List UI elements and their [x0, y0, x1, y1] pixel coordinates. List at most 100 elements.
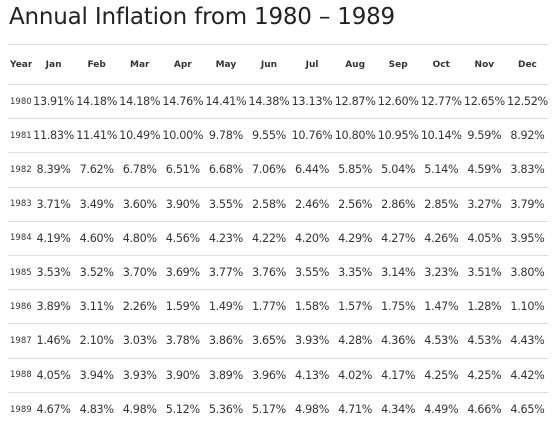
inflation-cell: 8.39%: [36, 163, 71, 177]
inflation-cell: 10.00%: [162, 129, 204, 143]
column-header-jan: Jan: [45, 59, 62, 70]
inflation-cell: 11.83%: [33, 129, 74, 143]
inflation-cell: 4.43%: [510, 334, 545, 348]
inflation-cell: 4.49%: [424, 403, 459, 417]
inflation-cell: 3.35%: [338, 266, 373, 280]
inflation-cell: 4.36%: [381, 334, 416, 348]
inflation-cell: 4.19%: [36, 231, 71, 245]
inflation-cell: 3.95%: [510, 231, 545, 245]
inflation-cell: 10.49%: [119, 129, 161, 143]
inflation-cell: 7.62%: [79, 163, 114, 177]
column-header-dec: Dec: [517, 59, 537, 70]
inflation-cell: 5.36%: [208, 403, 243, 417]
inflation-cell: 3.94%: [79, 368, 114, 382]
inflation-cell: 2.58%: [251, 197, 286, 211]
inflation-cell: 4.29%: [338, 231, 373, 245]
inflation-cell: 3.80%: [510, 266, 545, 280]
inflation-cell: 14.38%: [248, 95, 290, 109]
inflation-cell: 3.83%: [510, 163, 545, 177]
inflation-cell: 4.23%: [208, 231, 243, 245]
table-row: 1984 4.19% 4.60% 4.80% 4.56% 4.23% 4.22% 4.20% 4…: [8, 221, 549, 255]
column-header-apr: Apr: [173, 59, 192, 70]
inflation-cell: 3.93%: [122, 368, 157, 382]
inflation-cell: 3.52%: [79, 266, 114, 280]
inflation-cell: 3.77%: [208, 266, 243, 280]
inflation-cell: 14.76%: [162, 95, 204, 109]
inflation-cell: 6.51%: [165, 163, 200, 177]
column-header-nov: Nov: [474, 59, 495, 70]
column-header-jul: Jul: [305, 59, 319, 70]
table-row: 1981 11.83% 11.41% 10.49% 10.00% 9.78% 9.55% 10…: [8, 118, 549, 153]
inflation-cell: 2.10%: [79, 334, 114, 348]
inflation-cell: 3.55%: [208, 197, 243, 211]
inflation-cell: 10.76%: [291, 129, 333, 143]
inflation-cell: 1.10%: [510, 300, 545, 314]
inflation-cell: 3.53%: [36, 266, 71, 280]
column-header-year: Year: [10, 59, 33, 70]
inflation-cell: 3.79%: [510, 197, 545, 211]
inflation-cell: 3.89%: [208, 368, 243, 382]
inflation-cell: 4.66%: [467, 403, 502, 417]
inflation-cell: 6.78%: [122, 163, 157, 177]
inflation-cell: 3.55%: [295, 266, 330, 280]
inflation-cell: 14.18%: [119, 95, 161, 109]
inflation-cell: 1.75%: [381, 300, 416, 314]
year-cell: 1980: [10, 96, 32, 107]
inflation-cell: 3.69%: [165, 266, 200, 280]
inflation-cell: 3.03%: [122, 334, 157, 348]
inflation-cell: 7.06%: [251, 163, 286, 177]
inflation-cell: 14.41%: [205, 95, 247, 109]
table-row: 1987 1.46% 2.10% 3.03% 3.78% 3.86% 3.65% 3.93% 4…: [8, 323, 549, 358]
inflation-cell: 3.96%: [251, 368, 286, 382]
inflation-cell: 1.77%: [251, 300, 286, 314]
inflation-cell: 12.60%: [377, 95, 419, 109]
inflation-cell: 2.26%: [122, 300, 157, 314]
inflation-cell: 2.86%: [381, 197, 416, 211]
inflation-cell: 5.14%: [424, 163, 459, 177]
inflation-cell: 4.71%: [338, 403, 373, 417]
inflation-cell: 3.70%: [122, 266, 157, 280]
inflation-cell: 4.13%: [295, 368, 330, 382]
inflation-cell: 2.85%: [424, 197, 459, 211]
inflation-cell: 4.65%: [510, 403, 545, 417]
table-row: 1983 3.71% 3.49% 3.60% 3.90% 3.55% 2.58% 2.46% 2…: [8, 187, 549, 221]
inflation-cell: 3.90%: [165, 197, 200, 211]
inflation-cell: 5.85%: [338, 163, 373, 177]
inflation-cell: 3.14%: [381, 266, 416, 280]
inflation-cell: 4.53%: [424, 334, 459, 348]
inflation-cell: 12.65%: [463, 95, 505, 109]
year-cell: 1986: [10, 301, 32, 312]
inflation-cell: 14.18%: [76, 95, 118, 109]
inflation-cell: 1.28%: [467, 300, 502, 314]
table-row: 1988 4.05% 3.94% 3.93% 3.90% 3.89% 3.96% 4.13% 4…: [8, 358, 549, 392]
inflation-cell: 3.23%: [424, 266, 459, 280]
inflation-table: Year Jan Feb Mar Apr May Jun Jul Aug Sep Oct Nov Dec…: [8, 44, 549, 426]
inflation-cell: 4.60%: [79, 231, 114, 245]
inflation-cell: 3.86%: [208, 334, 243, 348]
inflation-cell: 6.44%: [295, 163, 330, 177]
inflation-cell: 1.59%: [165, 300, 200, 314]
column-header-feb: Feb: [87, 59, 106, 70]
inflation-cell: 2.46%: [295, 197, 330, 211]
inflation-cell: 10.95%: [377, 129, 419, 143]
table-header: Year Jan Feb Mar Apr May Jun Jul Aug Sep Oct Nov Dec: [8, 44, 549, 85]
inflation-cell: 3.60%: [122, 197, 157, 211]
inflation-cell: 4.83%: [79, 403, 114, 417]
inflation-cell: 4.05%: [36, 368, 71, 382]
year-cell: 1981: [10, 130, 32, 141]
inflation-cell: 3.11%: [79, 300, 114, 314]
inflation-cell: 3.90%: [165, 368, 200, 382]
inflation-cell: 4.53%: [467, 334, 502, 348]
inflation-cell: 4.42%: [510, 368, 545, 382]
inflation-cell: 3.78%: [165, 334, 200, 348]
inflation-cell: 3.93%: [295, 334, 330, 348]
inflation-cell: 4.17%: [381, 368, 416, 382]
inflation-cell: 10.14%: [420, 129, 462, 143]
inflation-cell: 1.47%: [424, 300, 459, 314]
inflation-cell: 5.04%: [381, 163, 416, 177]
inflation-cell: 3.89%: [36, 300, 71, 314]
inflation-cell: 3.51%: [467, 266, 502, 280]
inflation-cell: 8.92%: [510, 129, 545, 143]
inflation-cell: 4.98%: [295, 403, 330, 417]
inflation-cell: 3.65%: [251, 334, 286, 348]
